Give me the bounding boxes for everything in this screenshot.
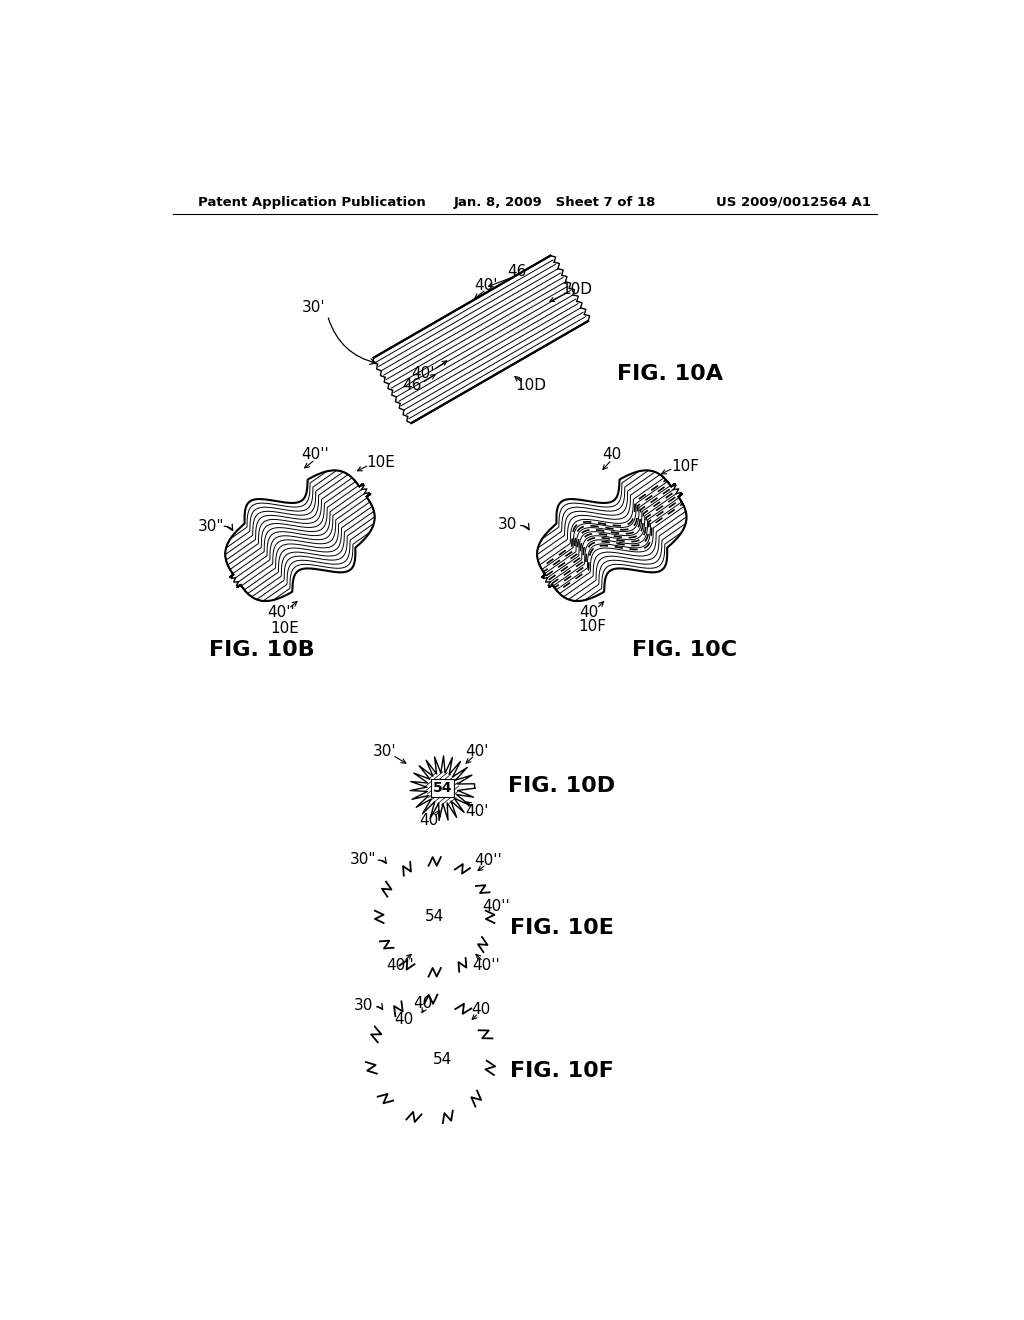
Text: 40': 40' (465, 743, 488, 759)
Text: 40'': 40'' (475, 853, 503, 869)
Text: 40: 40 (394, 1011, 414, 1027)
Text: 10E: 10E (367, 455, 395, 470)
Text: 30': 30' (373, 743, 396, 759)
Text: 40': 40' (412, 367, 435, 381)
Text: 40: 40 (414, 997, 433, 1011)
Text: 40: 40 (602, 447, 622, 462)
Text: 10E: 10E (270, 620, 299, 636)
Text: 10D: 10D (515, 378, 547, 393)
Text: FIG. 10F: FIG. 10F (510, 1061, 613, 1081)
Text: 40: 40 (580, 605, 598, 620)
Text: 30': 30' (302, 300, 326, 315)
Text: FIG. 10C: FIG. 10C (633, 640, 737, 660)
Text: 40'': 40'' (301, 447, 330, 462)
Text: 10F: 10F (671, 459, 699, 474)
Text: 40': 40' (474, 279, 498, 293)
Text: 40'': 40'' (482, 899, 510, 915)
Text: 30": 30" (199, 519, 224, 535)
Text: 40'': 40'' (386, 958, 414, 973)
Text: 10D: 10D (561, 281, 593, 297)
Text: 40: 40 (471, 1002, 490, 1016)
Text: 40': 40' (465, 804, 488, 818)
Text: US 2009/0012564 A1: US 2009/0012564 A1 (716, 195, 870, 209)
Text: 40'': 40'' (472, 958, 500, 973)
Text: 54: 54 (425, 909, 444, 924)
Text: FIG. 10B: FIG. 10B (209, 640, 314, 660)
Text: 30: 30 (498, 516, 517, 532)
Text: 30": 30" (350, 851, 377, 867)
Text: 30: 30 (353, 998, 373, 1012)
Text: FIG. 10E: FIG. 10E (510, 919, 613, 939)
Text: 46: 46 (508, 264, 526, 279)
Text: 54: 54 (433, 1052, 452, 1067)
Text: Patent Application Publication: Patent Application Publication (199, 195, 426, 209)
Text: 46: 46 (402, 378, 421, 393)
Text: 54: 54 (433, 781, 453, 795)
Text: Jan. 8, 2009   Sheet 7 of 18: Jan. 8, 2009 Sheet 7 of 18 (454, 195, 656, 209)
Text: 10F: 10F (579, 619, 606, 634)
Text: FIG. 10A: FIG. 10A (616, 364, 723, 384)
Text: 40': 40' (419, 813, 442, 828)
Text: 40'': 40'' (267, 605, 295, 620)
Text: FIG. 10D: FIG. 10D (508, 776, 615, 796)
